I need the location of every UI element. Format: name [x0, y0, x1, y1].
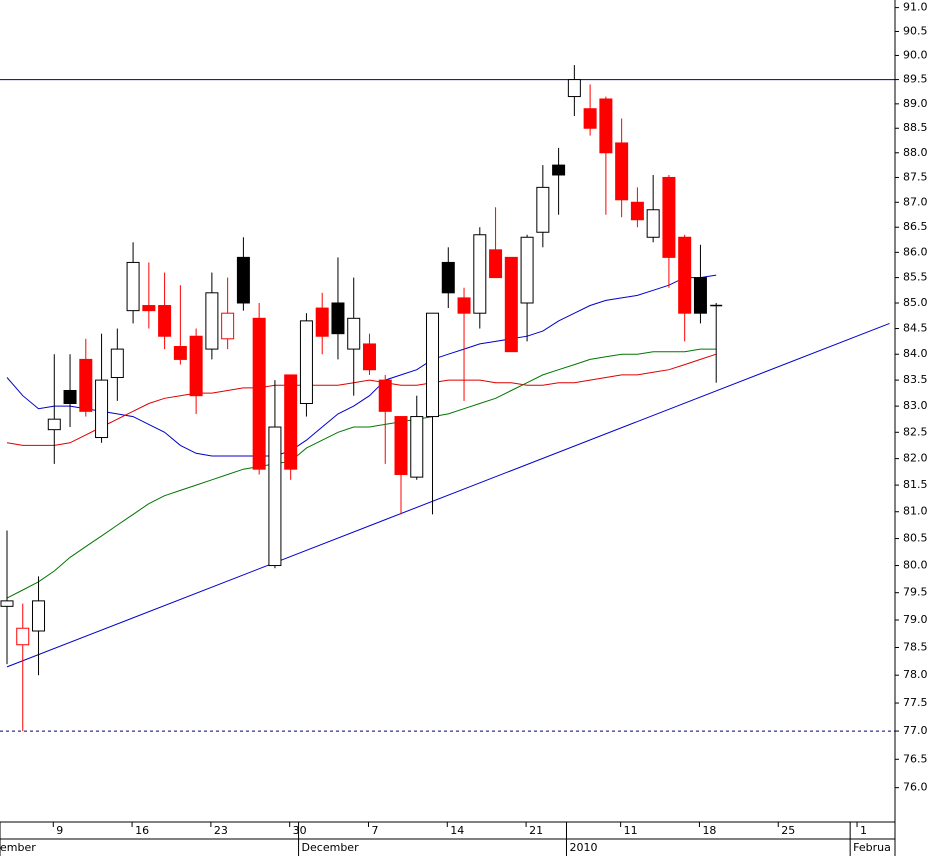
x-tick-label: 21: [529, 824, 543, 837]
candle-body: [378, 379, 392, 412]
x-tick-label: 30: [293, 824, 307, 837]
y-tick-label: 76.5: [903, 752, 928, 765]
candle-body: [16, 627, 30, 646]
candle-body: [173, 346, 187, 360]
month-label: Februa: [853, 841, 891, 854]
candle-body: [205, 292, 219, 350]
y-tick-label: 80.0: [903, 559, 928, 572]
candle-body: [347, 317, 361, 350]
y-tick-label: 81.0: [903, 505, 928, 518]
y-tick-label: 83.5: [903, 373, 928, 386]
candle-body: [284, 374, 298, 470]
candle-body: [426, 312, 440, 418]
candle-body: [221, 312, 235, 340]
y-tick-label: 78.0: [903, 668, 928, 681]
x-tick-label: 16: [135, 824, 149, 837]
candle-body: [583, 108, 597, 129]
candle-body: [95, 379, 109, 439]
candle-body: [646, 209, 660, 238]
y-tick-label: 87.5: [903, 170, 928, 183]
y-tick-label: 84.0: [903, 347, 928, 360]
y-tick-label: 89.0: [903, 97, 928, 110]
candle-body: [362, 343, 376, 371]
x-tick-label: 11: [624, 824, 638, 837]
y-tick-label: 82.0: [903, 452, 928, 465]
candle-body: [504, 256, 518, 353]
candle-body: [158, 305, 172, 337]
y-tick-label: 79.0: [903, 613, 928, 626]
candle-body: [394, 416, 408, 475]
y-tick-label: 83.0: [903, 399, 928, 412]
y-tick-label: 79.5: [903, 586, 928, 599]
candle-body: [236, 256, 250, 304]
candle-body: [0, 600, 14, 607]
x-tick-label: 1: [860, 824, 867, 837]
candle-body: [599, 98, 613, 154]
candle-body: [299, 320, 313, 405]
candle-body: [536, 186, 550, 233]
x-tick-label: 18: [702, 824, 716, 837]
candle-body: [110, 348, 124, 379]
candle-body: [331, 302, 345, 335]
y-tick-label: 88.0: [903, 146, 928, 159]
y-tick-label: 85.5: [903, 271, 928, 284]
candle-body: [615, 142, 629, 201]
candle-body: [630, 201, 644, 221]
y-tick-label: 90.0: [903, 48, 928, 61]
month-label: 2010: [569, 841, 597, 854]
y-tick-label: 77.0: [903, 724, 928, 737]
x-tick-label: 14: [450, 824, 464, 837]
candle-body: [567, 79, 581, 98]
candle-body: [47, 418, 61, 431]
y-tick-label: 76.0: [903, 781, 928, 794]
candle-body: [410, 416, 424, 478]
average-line: [6, 348, 717, 599]
y-tick-label: 82.5: [903, 425, 928, 438]
candle-body: [457, 297, 471, 314]
candle-body: [441, 261, 455, 294]
x-tick-label: 25: [781, 824, 795, 837]
candle-body: [79, 358, 93, 412]
y-tick-label: 89.5: [903, 73, 928, 86]
candle-body: [678, 236, 692, 314]
candle-body: [189, 335, 203, 397]
y-tick-label: 81.5: [903, 478, 928, 491]
x-tick-label: 23: [214, 824, 228, 837]
candle-body: [693, 277, 707, 314]
candle-body: [32, 600, 46, 632]
y-tick-label: 86.5: [903, 220, 928, 233]
y-tick-label: 78.5: [903, 641, 928, 654]
y-tick-label: 91.0: [903, 1, 928, 14]
candle-body: [252, 317, 266, 470]
candle-body: [662, 176, 676, 258]
y-tick-label: 84.5: [903, 322, 928, 335]
candle-body: [63, 389, 77, 405]
candle-body: [552, 164, 566, 176]
candle-body: [315, 307, 329, 337]
plot-area: [0, 65, 895, 732]
candle-body: [520, 236, 534, 304]
candle-body: [142, 305, 156, 312]
candle-body: [489, 249, 503, 279]
trendline: [6, 322, 890, 668]
y-tick-label: 87.0: [903, 195, 928, 208]
candle-body: [268, 426, 282, 567]
y-tick-label: 90.5: [903, 24, 928, 37]
month-label: December: [302, 841, 360, 854]
y-tick-label: 77.5: [903, 696, 928, 709]
y-tick-label: 88.5: [903, 121, 928, 134]
x-tick-label: 9: [56, 824, 63, 837]
y-tick-label: 86.0: [903, 245, 928, 258]
month-label: ember: [0, 841, 36, 854]
candle-body: [126, 261, 140, 312]
average-line: [6, 353, 717, 446]
y-tick-label: 80.5: [903, 532, 928, 545]
y-tick-label: 85.0: [903, 296, 928, 309]
x-tick-label: 7: [371, 824, 378, 837]
candle-body: [473, 234, 487, 314]
axes: 76.0 76.5 77.0 77.5 78.0 78.5 79.0 79.5 80.0 80.5…: [0, 0, 928, 856]
